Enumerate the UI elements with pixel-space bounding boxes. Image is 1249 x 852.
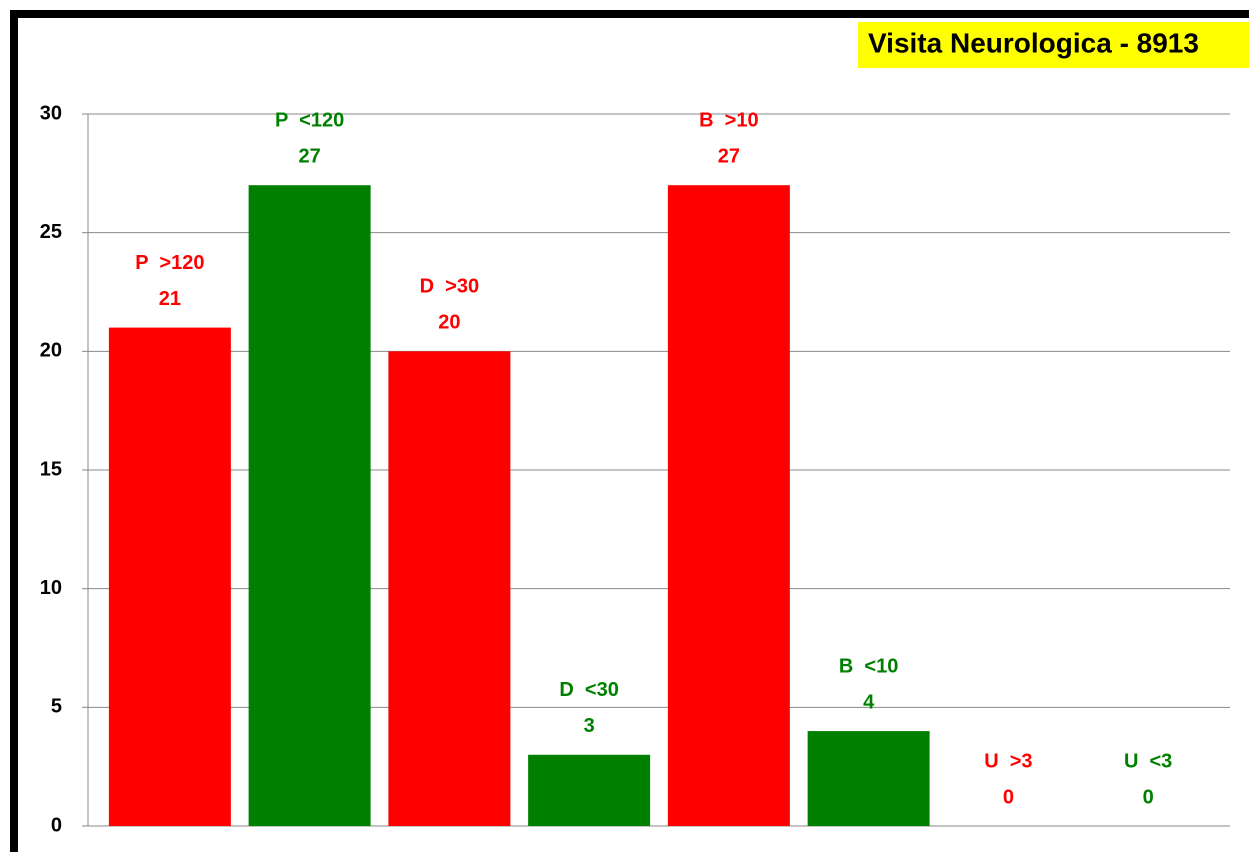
- y-tick-label: 20: [40, 340, 62, 362]
- bar-value-label: 21: [159, 288, 181, 310]
- bar-category-label: D >30: [420, 276, 479, 298]
- y-tick-label: 15: [40, 458, 62, 480]
- bar-category-label: P <120: [275, 109, 344, 131]
- bar-category-label: U >3: [984, 750, 1032, 772]
- y-tick-label: 25: [40, 221, 62, 243]
- bar-value-label: 0: [1143, 786, 1154, 808]
- bar-value-label: 3: [584, 715, 595, 737]
- y-tick-label: 5: [51, 696, 62, 718]
- bar-category-label: U <3: [1124, 750, 1172, 772]
- chart-title: Visita Neurologica - 8913: [868, 27, 1199, 58]
- bar-category-label: B <10: [839, 655, 898, 677]
- bar-value-label: 4: [863, 691, 875, 713]
- title-box: [858, 22, 1249, 68]
- bar-category-label: D <30: [559, 679, 618, 701]
- bar-value-label: 20: [438, 312, 460, 334]
- bar-value-label: 0: [1003, 786, 1014, 808]
- bar: [528, 754, 651, 826]
- bar: [667, 185, 790, 826]
- bar: [807, 731, 930, 826]
- y-tick-label: 0: [51, 814, 62, 836]
- bar: [248, 185, 371, 826]
- bar: [388, 351, 511, 826]
- bar-value-label: 27: [299, 145, 321, 167]
- bar-category-label: P >120: [135, 252, 204, 274]
- y-tick-label: 30: [40, 102, 62, 124]
- y-tick-label: 10: [40, 577, 62, 599]
- bar-category-label: B >10: [699, 109, 758, 131]
- bar: [108, 327, 231, 826]
- bar-value-label: 27: [718, 145, 740, 167]
